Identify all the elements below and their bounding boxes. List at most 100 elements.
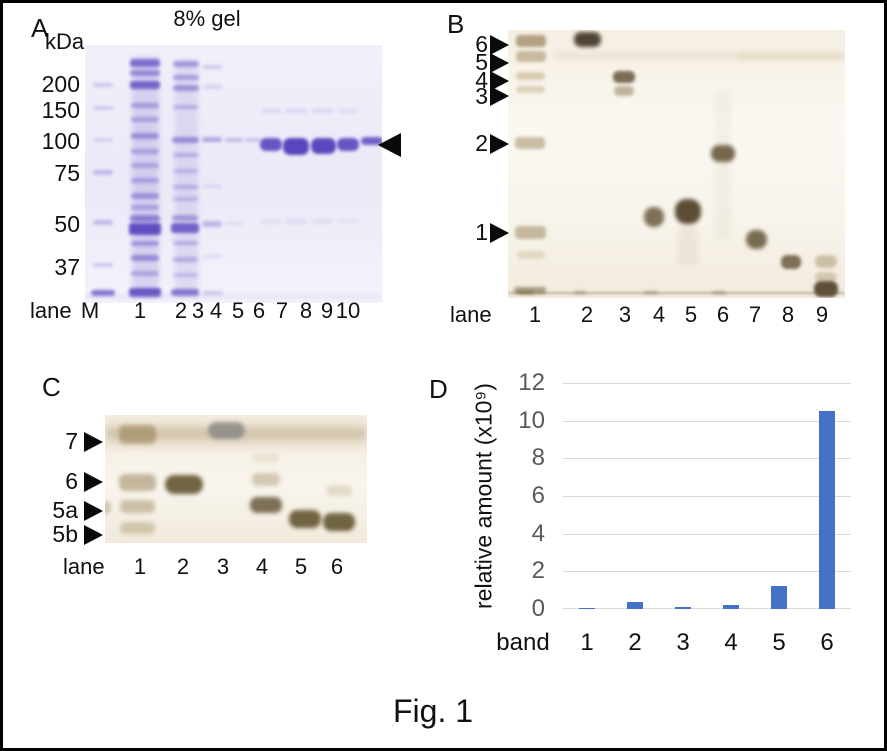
x-axis-tick-labels: 1 2 3 4 5 6 (563, 629, 851, 659)
gel-band (172, 137, 199, 143)
arrowhead-icon (490, 223, 509, 243)
bar-chart-plot-area (563, 383, 851, 609)
gel-band (225, 138, 243, 142)
gel-band (518, 291, 534, 294)
gel-band (712, 291, 726, 294)
bar-band-3 (675, 607, 691, 609)
lane-label-b-6: 6 (716, 302, 730, 327)
gel-band (173, 85, 199, 91)
gel-band (815, 272, 837, 282)
lane-label-b-3: 3 (618, 302, 632, 327)
gel-band (311, 138, 336, 154)
gel-band (746, 230, 767, 249)
gel-band (165, 475, 203, 494)
gel-band (574, 32, 601, 47)
gel-band (175, 60, 198, 295)
lane-row-label-b: lane (450, 302, 492, 327)
arrowhead-icon (84, 501, 103, 521)
gel-band (131, 163, 159, 168)
x-tick-label: 2 (628, 629, 642, 656)
gel-band (130, 59, 160, 67)
band-label-3: 3 (475, 83, 488, 109)
gel-band (245, 138, 261, 142)
gel-band (516, 35, 546, 47)
gridline (563, 383, 851, 384)
gel-band (515, 137, 545, 149)
gel-band (173, 257, 198, 262)
gel-band (173, 197, 198, 201)
band-label-6: 6 (475, 31, 488, 57)
gel-image-a (85, 45, 382, 303)
lane-label-c-5: 5 (294, 554, 308, 579)
arrowhead-icon (490, 53, 509, 73)
gel-band (131, 103, 159, 108)
gridline (563, 533, 851, 535)
x-tick-label: 3 (676, 629, 690, 656)
gel-band (508, 292, 845, 294)
panel-a-label: A (31, 13, 49, 43)
gel-band (131, 117, 159, 122)
gel-band (202, 221, 222, 227)
y-tick-label: 0 (531, 595, 545, 622)
gel-band (173, 185, 198, 189)
gel-band (173, 153, 198, 157)
gel-band (675, 199, 701, 224)
arrowhead-icon (84, 525, 103, 545)
x-tick-label: 1 (580, 629, 594, 656)
lane-label-c-3: 3 (216, 554, 230, 579)
bar-band-2 (627, 602, 643, 609)
x-tick-label: 5 (772, 629, 786, 656)
arrowhead-icon (84, 432, 103, 452)
band-label-4: 4 (475, 67, 488, 93)
marker-200: 200 (41, 71, 80, 97)
gel-band (252, 473, 280, 486)
band-label-5: 5 (475, 49, 488, 75)
gel-band (93, 170, 113, 175)
lane-label-a-7: 7 (275, 298, 289, 323)
gel-band (131, 178, 159, 183)
arrowhead-icon (84, 472, 103, 492)
lane-label-a-9: 9 (320, 298, 334, 323)
y-tick-label: 8 (531, 444, 545, 472)
gel-band (105, 501, 111, 514)
lane-label-a-M: M (80, 298, 100, 323)
gel-band (285, 109, 307, 113)
lane-label-c-1: 1 (133, 554, 147, 579)
lane-label-a-1: 1 (133, 298, 147, 323)
gel-band (173, 273, 198, 277)
y-tick-label: 10 (518, 406, 545, 434)
bar-band-6 (819, 411, 835, 609)
y-tick-label: 6 (531, 482, 545, 509)
gel-band (85, 295, 382, 298)
gel-band (171, 223, 199, 233)
gel-band (131, 133, 159, 139)
gel-a-title: 8% gel (173, 6, 241, 31)
y-tick-label: 2 (531, 557, 545, 585)
band-label-5a: 5a (52, 497, 78, 523)
y-tick-label: 4 (531, 519, 545, 547)
gel-band (260, 138, 282, 151)
gel-band (326, 485, 352, 496)
gel-band (553, 52, 845, 60)
gel-band (173, 75, 199, 80)
gel-band (119, 474, 156, 491)
x-tick-label: 6 (820, 629, 834, 656)
gel-band (261, 219, 281, 224)
gel-band (119, 425, 156, 444)
gel-band (678, 226, 698, 266)
gel-band (225, 222, 243, 225)
band-label-2: 2 (475, 130, 488, 156)
gel-band (203, 185, 222, 188)
gel-band (644, 207, 664, 227)
lane-label-b-1: 1 (528, 302, 542, 327)
gel-band (93, 220, 113, 225)
lane-label-a-6: 6 (252, 298, 266, 323)
lane-label-b-5: 5 (684, 302, 698, 327)
gel-band (131, 241, 159, 246)
gel-band (120, 500, 155, 513)
y-tick-label: 12 (518, 369, 545, 396)
gel-band (130, 215, 160, 222)
gel-band (250, 497, 282, 513)
marker-75: 75 (54, 160, 80, 186)
